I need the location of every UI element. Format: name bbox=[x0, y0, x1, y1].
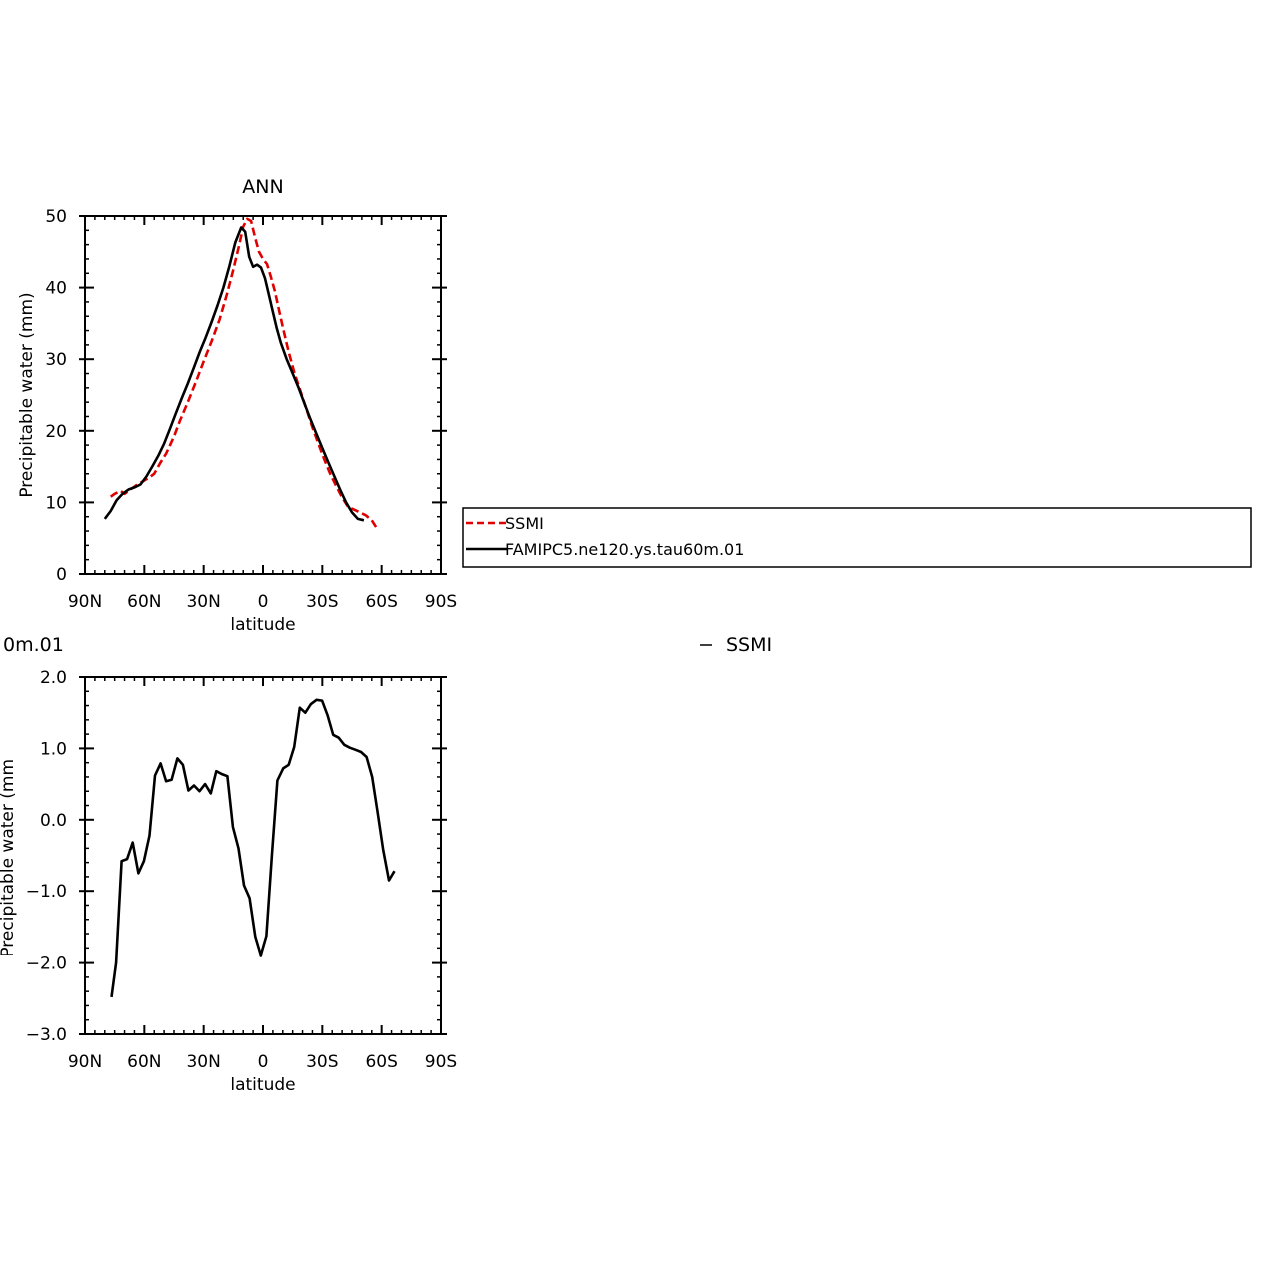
ylabel-clip-mask-bottom bbox=[0, 955, 22, 1015]
plot-area: 90N 60N 30N 0 30S 60S 90S 2.0 1.0 0.0 −1.0 −2.0 −3.0 bbox=[26, 668, 458, 1072]
y-axis-label: Precipitable water (mm) bbox=[17, 292, 37, 497]
ylabel-clip-mask-top bbox=[0, 700, 22, 760]
x-tick-label: 90N bbox=[68, 592, 102, 612]
y-tick-label: 1.0 bbox=[40, 739, 67, 759]
y-tick-label: −3.0 bbox=[26, 1025, 67, 1045]
y-tick-label: 2.0 bbox=[40, 668, 67, 688]
legend-label-ssmi: SSMI bbox=[505, 514, 544, 533]
clipped-title-fragment: 0m.01 bbox=[3, 634, 64, 656]
x-tick-label: 30N bbox=[186, 592, 220, 612]
x-tick-label: 90S bbox=[425, 592, 457, 612]
y-tick-label: 50 bbox=[45, 207, 67, 227]
x-tick-label: 0 bbox=[258, 592, 269, 612]
y-axis-label: Precipitable water (mm) bbox=[0, 752, 18, 957]
panel-title: ANN bbox=[242, 176, 283, 198]
x-tick-label: 60S bbox=[365, 592, 397, 612]
series-line-ssmi bbox=[109, 217, 379, 531]
x-tick-label: 30S bbox=[306, 592, 338, 612]
series-line-difference bbox=[110, 698, 396, 998]
y-tick-label: −1.0 bbox=[26, 882, 67, 902]
x-tick-label: 60N bbox=[127, 592, 161, 612]
clipped-legend-label: SSMI bbox=[726, 634, 772, 656]
x-tick-label: 0 bbox=[258, 1052, 269, 1072]
y-tick-label: 10 bbox=[45, 493, 67, 513]
x-tick-label: 30S bbox=[306, 1052, 338, 1072]
y-tick-label: 20 bbox=[45, 422, 67, 442]
mean-panel: ANN 90N 60N 30N 0 30S 60S 90S 0 10 20 30 40 50 latit… bbox=[17, 176, 457, 635]
legend-label-model: FAMIPC5.ne120.ys.tau60m.01 bbox=[505, 540, 744, 559]
x-tick-label: 90S bbox=[425, 1052, 457, 1072]
x-tick-label: 30N bbox=[186, 1052, 220, 1072]
y-tick-label: −2.0 bbox=[26, 954, 67, 974]
x-axis-label: latitude bbox=[230, 615, 295, 635]
plot-frame bbox=[84, 676, 442, 1035]
y-tick-label: 0 bbox=[56, 565, 67, 585]
y-tick-label: 30 bbox=[45, 350, 67, 370]
x-tick-label: 60N bbox=[127, 1052, 161, 1072]
plot-area: 90N 60N 30N 0 30S 60S 90S 0 10 20 30 40 50 bbox=[45, 207, 457, 612]
x-tick-label: 60S bbox=[365, 1052, 397, 1072]
legend-box bbox=[462, 507, 1252, 568]
legend: SSMI FAMIPC5.ne120.ys.tau60m.01 bbox=[462, 507, 1252, 568]
difference-panel: 0m.01 SSMI 90N 60N 30N 0 30S 60S 90S 2.0 1.0 0.0 −… bbox=[0, 634, 772, 1095]
x-tick-label: 90N bbox=[68, 1052, 102, 1072]
plot-frame bbox=[84, 215, 442, 575]
y-tick-label: 0.0 bbox=[40, 811, 67, 831]
y-tick-label: 40 bbox=[45, 279, 67, 299]
series-line-famipc5-ne120-ys-tau60m-01 bbox=[103, 226, 365, 522]
x-axis-label: latitude bbox=[230, 1075, 295, 1095]
